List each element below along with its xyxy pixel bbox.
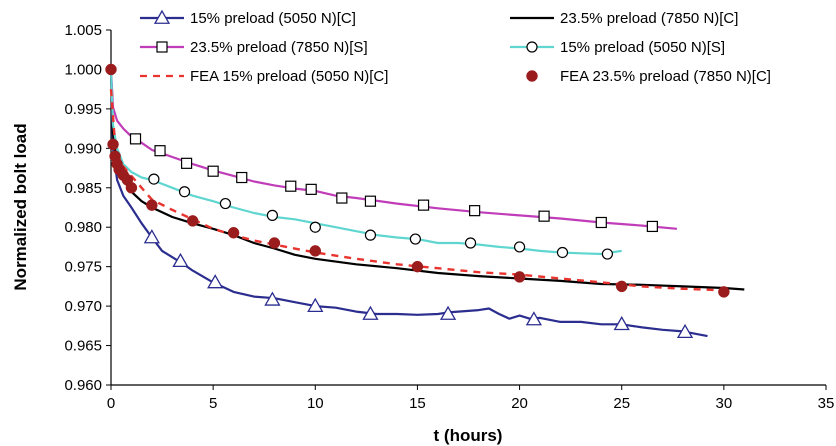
data-point [613,315,630,331]
data-point [129,133,142,145]
series-1 [109,69,708,339]
series-line [109,69,708,338]
data-point [525,311,542,326]
legend-swatch-marker [156,41,168,53]
legend-item: FEA 23.5% preload (7850 N)[C] [526,68,771,85]
data-point [411,260,424,273]
data-point [309,221,321,233]
y-tick-label: 1.000 [64,61,102,78]
data-point [148,173,160,185]
data-point [266,209,278,221]
y-tick-label: 0.960 [64,377,102,394]
data-point [364,195,377,207]
legend-label: 23.5% preload (7850 N)[S] [190,39,368,56]
x-tick-label: 35 [818,395,835,412]
data-point [464,237,477,249]
data-point [362,305,379,320]
legend: 15% preload (5050 N)[C] 23.5% preload (78… [140,9,771,85]
legend-label: 15% preload (5050 N)[C] [190,10,356,27]
y-axis-title: Normalized bolt load [11,123,30,290]
data-point [595,216,607,229]
data-point [646,220,658,233]
legend-item: 23.5% preload (7850 N)[C] [510,10,738,27]
data-point [676,323,694,339]
legend-swatch-marker [526,70,538,82]
series-line [109,69,745,291]
x-tick-label: 25 [613,395,630,412]
x-axis-title: t (hours) [434,426,503,445]
data-point [107,138,119,151]
data-point [264,291,281,306]
y-tick-label: 0.970 [64,298,102,315]
legend-item: 23.5% preload (7850 N)[S] [140,39,368,56]
data-point [336,192,348,204]
series-line [109,69,678,230]
legend-item: 15% preload (5050 N)[S] [510,39,725,56]
y-tick-label: 0.985 [64,180,102,197]
data-point [219,197,231,210]
y-tick-label: 0.990 [64,140,102,157]
series-3 [109,69,678,233]
data-point [268,237,281,249]
series-6 [105,63,730,298]
legend-label: 23.5% preload (7850 N)[C] [560,10,738,27]
x-tick-label: 20 [511,395,528,412]
series-4 [109,69,622,260]
data-point [285,180,297,192]
data-point [305,183,317,195]
axis-ticks: 0 5 10 15 20 25 30 35 0.960 0.965 0.970 0.975 0.980 0… [64,22,834,412]
data-point [307,297,324,313]
x-tick-label: 0 [107,395,115,412]
data-point [538,210,550,222]
legend-swatch-marker [526,41,538,53]
series-2 [109,69,745,291]
x-tick-label: 5 [209,395,217,412]
legend-label: 15% preload (5050 N)[S] [560,39,725,56]
series-layer [105,63,745,339]
data-point [172,252,189,268]
data-point [180,157,193,169]
y-tick-label: 0.965 [64,338,102,355]
data-point [417,199,430,211]
series-5 [109,89,724,292]
data-point [556,246,569,259]
data-point [601,248,614,260]
legend-item: 15% preload (5050 N)[C] [140,9,356,27]
legend-label: FEA 23.5% preload (7850 N)[C] [560,68,771,85]
data-point [469,205,481,217]
x-tick-label: 15 [409,395,426,412]
legend-label: FEA 15% preload (5050 N)[C] [190,68,388,85]
data-point [718,286,730,298]
data-point [105,63,117,76]
y-tick-label: 0.975 [64,259,102,276]
data-point [364,229,377,241]
data-point [146,199,158,211]
x-tick-label: 10 [307,395,324,412]
data-point [154,145,166,157]
y-tick-label: 0.995 [64,101,102,118]
data-point [125,182,138,194]
data-point [409,233,421,245]
y-tick-label: 1.005 [64,22,102,39]
data-point [143,229,160,244]
y-tick-label: 0.980 [64,219,102,236]
data-point [227,226,240,239]
legend-item: FEA 15% preload (5050 N)[C] [140,68,388,85]
legend-swatch-marker [153,9,171,24]
plot-area: 0 5 10 15 20 25 30 35 0.960 0.965 0.970 0.975 0.980 0… [64,22,834,412]
data-point [513,241,526,253]
data-point [615,280,628,293]
data-point [439,305,457,320]
data-point [236,171,248,184]
data-point [207,274,224,289]
data-point [207,165,219,177]
data-point [513,271,526,283]
x-tick-label: 30 [716,395,733,412]
series-line [109,89,724,292]
data-point [309,245,322,257]
data-point [186,215,199,227]
data-point [178,186,191,198]
